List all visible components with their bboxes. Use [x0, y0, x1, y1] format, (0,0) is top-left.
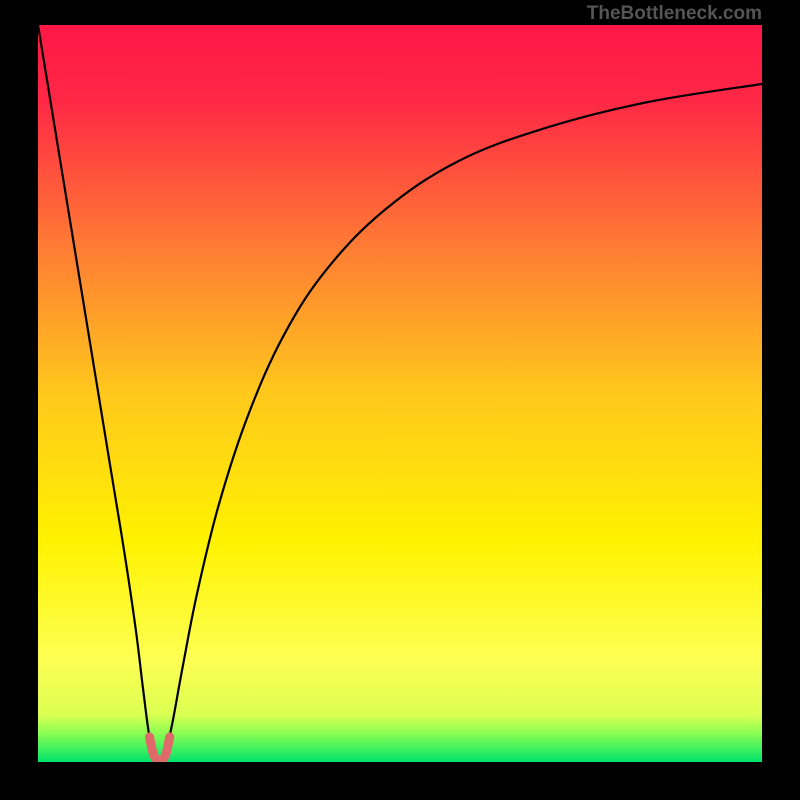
trough-marker	[149, 737, 169, 761]
bottleneck-curve	[38, 25, 762, 762]
watermark-text: TheBottleneck.com	[587, 3, 762, 25]
curve-svg	[38, 25, 762, 762]
chart-container: TheBottleneck.com	[0, 0, 800, 800]
plot-area	[38, 25, 762, 762]
